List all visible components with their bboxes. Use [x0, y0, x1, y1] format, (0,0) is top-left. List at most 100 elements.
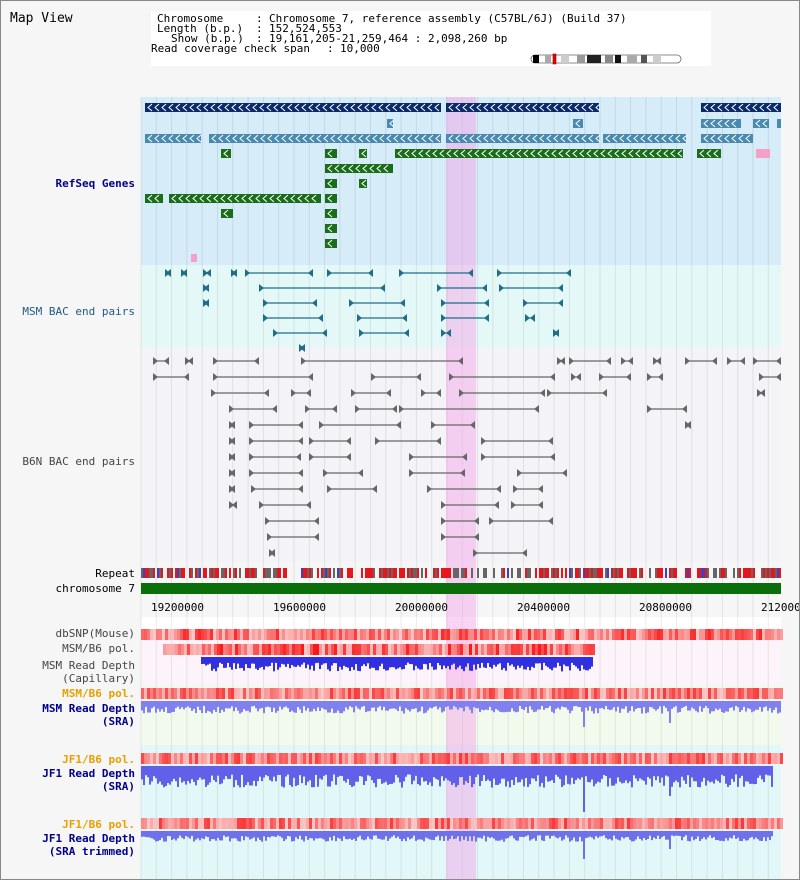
pol-cell — [612, 629, 615, 640]
pol-cell — [195, 818, 198, 829]
pol-cell — [318, 629, 321, 640]
pol-cell — [222, 753, 225, 764]
pol-cell — [432, 629, 435, 640]
chromosome-bar — [141, 583, 781, 594]
b6n-bac-pair-end — [232, 501, 237, 509]
repeat-label[interactable]: Repeat — [95, 567, 135, 580]
msm-read-depth-sra-label[interactable]: MSM Read Depth — [42, 702, 135, 715]
gene-strand-arrow — [427, 103, 433, 112]
pol-cell — [564, 753, 567, 764]
msm-bac-label[interactable]: MSM BAC end pairs — [22, 305, 135, 318]
repeat-track[interactable] — [141, 567, 781, 579]
msm-bac-pair-end — [182, 269, 187, 277]
pol-cell — [474, 818, 477, 829]
depth-bar — [665, 831, 667, 840]
refseq-genes-label[interactable]: RefSeq Genes — [55, 177, 135, 190]
chromosome-label: Chromosome — [157, 12, 224, 25]
depth-bar — [665, 701, 667, 708]
depth-bar — [593, 766, 595, 787]
msm-read-depth-sra-track[interactable] — [141, 701, 781, 729]
pol-cell — [156, 629, 159, 640]
depth-bar — [257, 657, 259, 671]
depth-bar — [341, 701, 343, 714]
gene-strand-arrow — [656, 149, 662, 158]
depth-bar — [407, 657, 409, 663]
pol-cell — [744, 818, 747, 829]
jf1-read-depth-label[interactable]: JF1 Read Depth — [42, 767, 135, 780]
dbsnp-label[interactable]: dbSNP(Mouse) — [55, 627, 135, 640]
msm-bac-layer[interactable] — [141, 265, 781, 355]
pol-cell — [468, 629, 471, 640]
refseq-gene-layer[interactable] — [141, 97, 781, 267]
depth-bar — [163, 766, 165, 788]
pol-cell — [547, 644, 550, 655]
dbsnp-heat-track[interactable] — [141, 629, 783, 640]
pol-cell — [489, 629, 492, 640]
depth-bar — [267, 831, 269, 837]
repeat-block — [583, 568, 585, 578]
pol-cell — [774, 753, 777, 764]
pol-cell — [603, 818, 606, 829]
depth-bar — [357, 831, 359, 838]
pol-cell — [361, 644, 364, 655]
pol-cell — [582, 688, 585, 699]
pol-cell — [169, 644, 172, 655]
chromosome-ideogram[interactable] — [530, 53, 683, 65]
pol-cell — [393, 753, 396, 764]
msm-read-depth-cap-track[interactable] — [141, 657, 781, 677]
b6n-bac-pair-end — [474, 533, 479, 541]
depth-bar — [555, 701, 557, 709]
depth-bar — [383, 831, 385, 840]
gene-strand-arrow — [189, 103, 195, 112]
repeat-block — [417, 568, 419, 578]
depth-bar — [455, 831, 457, 839]
msm-b6-pol-cap-track[interactable] — [141, 644, 781, 655]
pol-cell — [321, 688, 324, 699]
depth-bar — [189, 766, 191, 784]
jf1-b6-pol-trim-track[interactable] — [141, 818, 783, 829]
b6n-bac-layer[interactable] — [141, 355, 781, 565]
refseq-track-bg — [141, 97, 781, 265]
depth-bar — [527, 831, 529, 836]
depth-bar — [405, 701, 407, 709]
depth-bar — [727, 701, 729, 712]
depth-bar — [673, 701, 675, 708]
pol-cell — [666, 753, 669, 764]
depth-bar — [157, 831, 159, 842]
pol-cell — [450, 753, 453, 764]
b6n-bac-pair-end — [184, 373, 189, 381]
jf1-read-depth-trim-track[interactable] — [141, 831, 781, 861]
b6n-bac-label[interactable]: B6N BAC end pairs — [22, 455, 135, 468]
depth-bar — [639, 831, 641, 839]
jf1-read-depth-trim-label[interactable]: JF1 Read Depth — [42, 832, 135, 845]
depth-bar — [237, 766, 239, 786]
depth-bar — [193, 701, 195, 709]
depth-bar — [395, 657, 397, 670]
msm-read-depth-cap-label[interactable]: MSM Read Depth — [42, 659, 135, 672]
msm-b6-pol-sra-track[interactable] — [141, 688, 783, 699]
depth-bar — [633, 701, 635, 712]
pol-cell — [705, 753, 708, 764]
pol-cell — [465, 818, 468, 829]
depth-bar — [263, 831, 265, 837]
pol-cell — [498, 818, 501, 829]
pol-cell — [369, 753, 372, 764]
pol-cell — [412, 644, 415, 655]
repeat-block — [715, 568, 717, 578]
pol-cell — [178, 644, 181, 655]
b6n-bac-pair-end — [254, 357, 259, 365]
jf1-b6-pol-trim-label[interactable]: JF1/B6 pol. — [62, 818, 135, 831]
pol-cell — [315, 688, 318, 699]
depth-bar — [711, 831, 713, 839]
jf1-read-depth-track[interactable] — [141, 766, 781, 814]
depth-bar — [623, 766, 625, 783]
pol-cell — [612, 818, 615, 829]
gene-strand-arrow — [206, 194, 212, 203]
depth-bar — [447, 766, 449, 781]
msm-b6-pol-cap-label[interactable]: MSM/B6 pol. — [62, 642, 135, 655]
jf1-b6-pol-label[interactable]: JF1/B6 pol. — [62, 753, 135, 766]
pol-cell — [195, 629, 198, 640]
jf1-b6-pol-track[interactable] — [141, 753, 783, 764]
msm-b6-pol-sra-label[interactable]: MSM/B6 pol. — [62, 687, 135, 700]
depth-bar — [485, 831, 487, 842]
